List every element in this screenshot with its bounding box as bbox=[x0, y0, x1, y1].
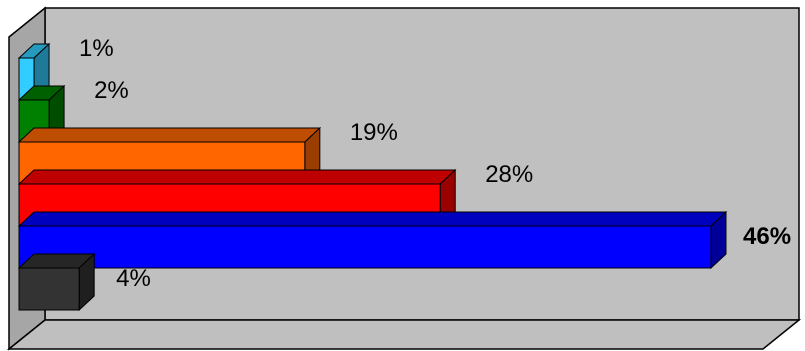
bar-5-front bbox=[18, 225, 712, 269]
bar-series bbox=[17, 42, 728, 312]
chart-floor bbox=[6, 319, 802, 350]
bar-6-front bbox=[18, 267, 80, 311]
bar-5 bbox=[17, 210, 728, 270]
bar-4-top bbox=[17, 169, 457, 185]
bar-5-top bbox=[17, 211, 728, 227]
bar-6 bbox=[17, 252, 96, 312]
data-labels: 1% 2% 19% 28% 46% 4% bbox=[79, 35, 791, 292]
data-label-2: 2% bbox=[94, 77, 129, 104]
data-label-1: 1% bbox=[79, 35, 114, 62]
data-label-6: 4% bbox=[116, 265, 151, 292]
data-label-3: 19% bbox=[350, 119, 398, 146]
bar-3-top bbox=[17, 127, 322, 143]
data-label-5: 46% bbox=[743, 223, 791, 250]
data-label-4: 28% bbox=[485, 161, 533, 188]
